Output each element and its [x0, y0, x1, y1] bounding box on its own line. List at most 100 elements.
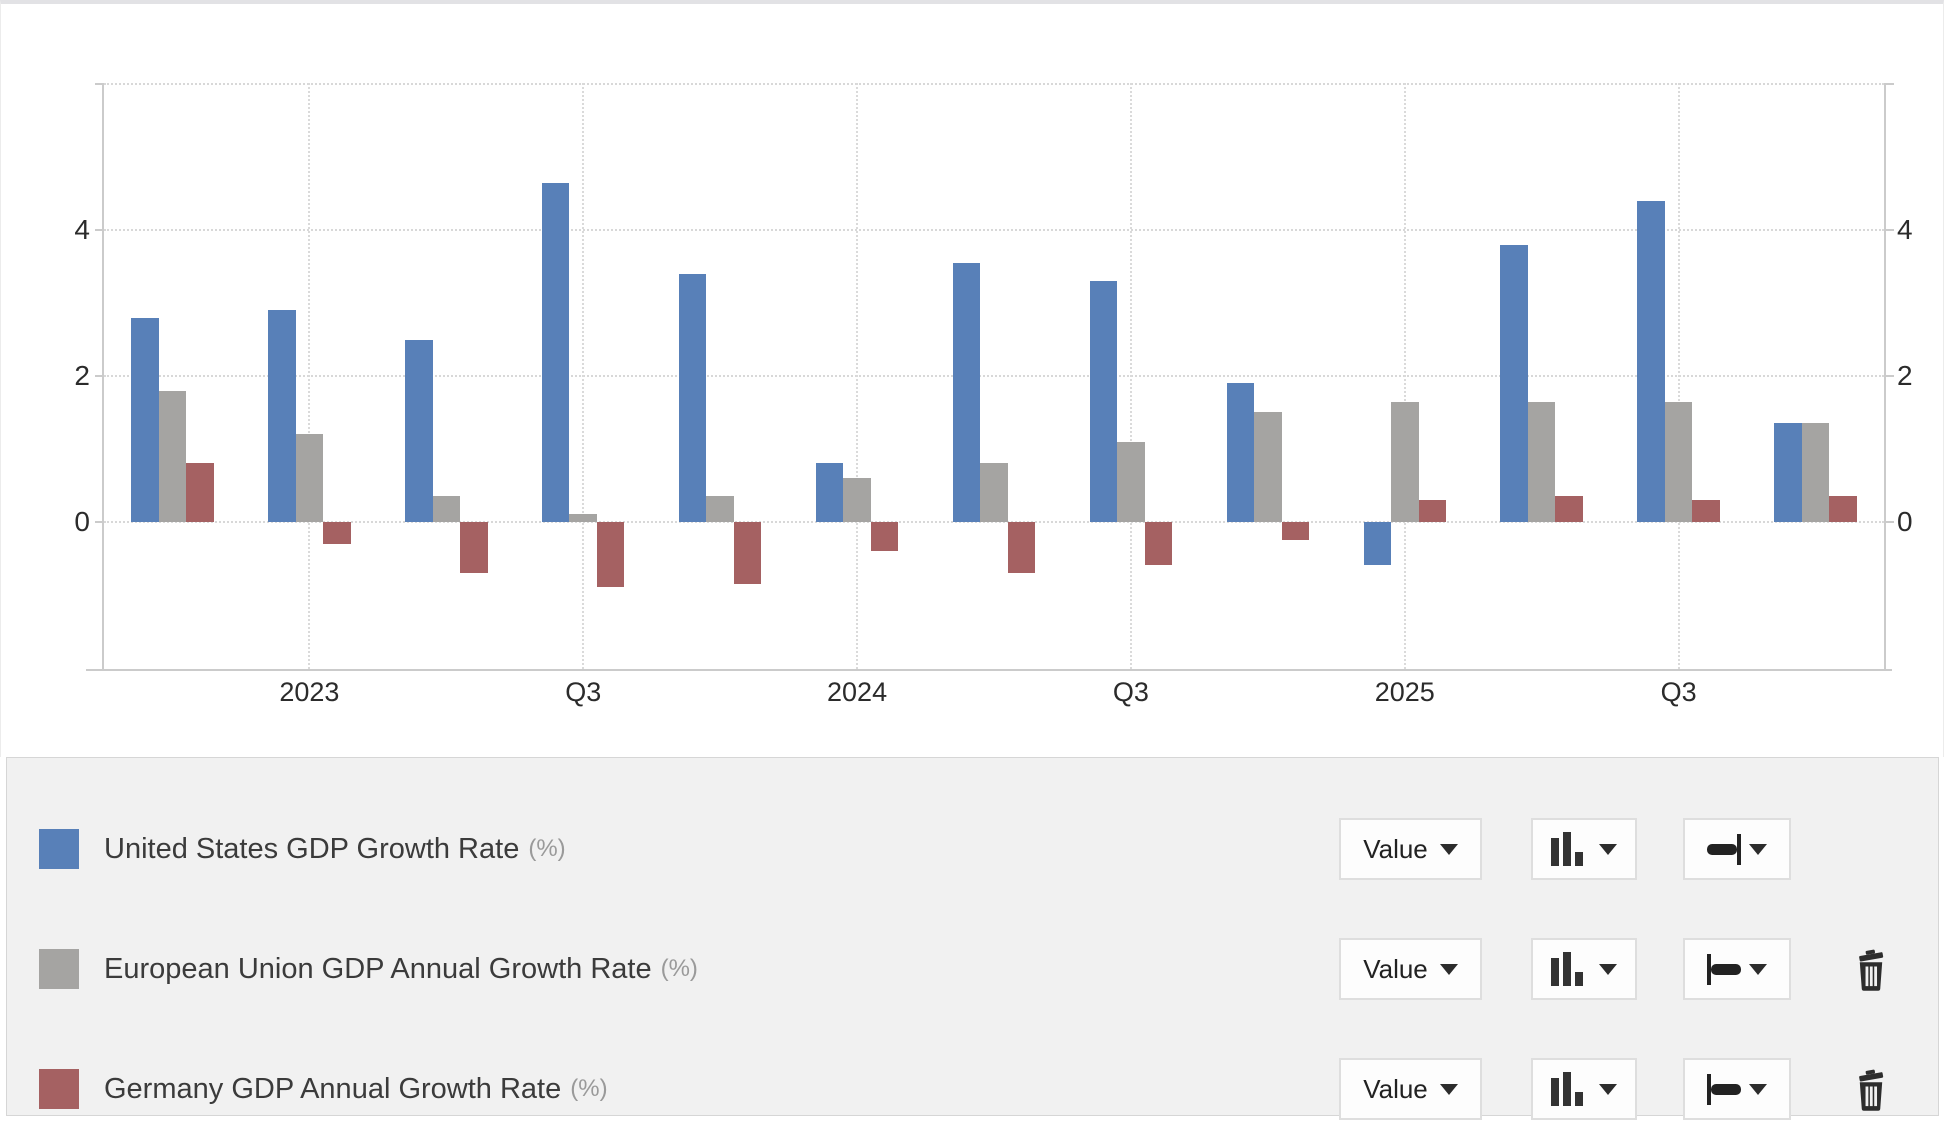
series-label-eu: European Union GDP Annual Growth Rate (%… — [104, 938, 698, 1000]
y-axis-line — [102, 83, 104, 669]
value-dropdown-label: Value — [1363, 953, 1428, 984]
bar-eu-2024-q4 — [1254, 412, 1282, 522]
y-axis-tick — [95, 229, 103, 232]
x-axis-label: 2025 — [1374, 677, 1435, 707]
chart-type-dropdown-eu[interactable] — [1531, 938, 1637, 1000]
chevron-down-icon — [1439, 843, 1458, 855]
series-name: United States GDP Growth Rate — [104, 832, 520, 865]
vertical-gridline — [1403, 83, 1406, 669]
y-axis-tick-right — [1886, 375, 1894, 377]
bar-eu-2023-q1 — [295, 434, 324, 522]
align-dropdown-de[interactable] — [1683, 1058, 1791, 1120]
bar-eu-2023-q3 — [569, 514, 597, 522]
column-chart-icon — [1551, 1072, 1583, 1106]
y-axis-tick — [95, 520, 103, 523]
bar-de-2024-q4 — [1281, 521, 1310, 540]
bar-us-2023-q4 — [678, 273, 707, 522]
y-axis-label: 0 — [74, 505, 90, 537]
series-name: Germany GDP Annual Growth Rate — [104, 1072, 562, 1105]
bar-de-2025-q2 — [1555, 496, 1583, 522]
y-axis-tick — [95, 375, 103, 377]
series-unit: (%) — [660, 955, 698, 982]
bar-de-2023-q2 — [460, 521, 488, 573]
bar-de-2024-q3 — [1144, 521, 1173, 566]
bar-eu-2025-q2 — [1527, 401, 1556, 522]
bar-us-2023-q1 — [268, 310, 296, 522]
bar-eu-2025-q4 — [1801, 423, 1830, 522]
align-left-icon — [1707, 953, 1741, 985]
align-dropdown-eu[interactable] — [1683, 938, 1791, 1000]
bar-eu-2024-q2 — [980, 463, 1008, 522]
bar-us-2024-q4 — [1226, 383, 1255, 522]
chevron-down-icon — [1749, 1083, 1767, 1095]
bar-de-2025-q4 — [1829, 496, 1857, 522]
vertical-gridline — [582, 83, 585, 669]
chart-type-dropdown-de[interactable] — [1531, 1058, 1637, 1120]
chevron-down-icon — [1439, 963, 1458, 975]
delete-series-icon[interactable] — [1854, 1069, 1888, 1111]
align-right-icon — [1707, 833, 1741, 865]
bar-eu-2025-q3 — [1664, 401, 1693, 522]
x-axis-label: 2024 — [827, 677, 888, 707]
chevron-down-icon — [1439, 1083, 1458, 1095]
align-dropdown-us[interactable] — [1683, 818, 1791, 880]
vertical-gridline — [1129, 83, 1132, 669]
y-axis-label-right: 2 — [1897, 360, 1913, 391]
y-axis-label-right: 0 — [1897, 505, 1913, 537]
x-axis-label: Q3 — [565, 677, 602, 707]
chevron-down-icon — [1749, 843, 1767, 855]
value-dropdown-label: Value — [1363, 1073, 1428, 1104]
bar-us-2025-q2 — [1500, 244, 1528, 522]
chevron-down-icon — [1599, 963, 1617, 975]
vertical-gridline — [1677, 83, 1680, 669]
legend-row-european-union: European Union GDP Annual Growth Rate (%… — [7, 938, 1938, 1000]
chart-panel: 0 0 2 2 4 4 2023 Q3 2024 Q3 2025 Q3 — [0, 0, 1944, 757]
value-dropdown-us[interactable]: Value — [1339, 818, 1482, 880]
y-axis-tick — [95, 83, 103, 86]
bar-us-2024-q1 — [815, 463, 844, 522]
y-axis-tick-right — [1886, 520, 1894, 523]
series-color-swatch-us — [39, 829, 79, 869]
bar-eu-2024-q1 — [843, 478, 871, 522]
series-color-swatch-de — [39, 1069, 79, 1109]
series-name: European Union GDP Annual Growth Rate — [104, 952, 652, 985]
bar-chart-plot-area: 0 0 2 2 4 4 2023 Q3 2024 Q3 2025 Q3 — [74, 83, 1913, 707]
y-axis-tick-right — [1886, 229, 1894, 232]
chevron-down-icon — [1749, 963, 1767, 975]
series-label-de: Germany GDP Annual Growth Rate (%) — [104, 1058, 608, 1120]
bar-us-2024-q2 — [952, 263, 981, 522]
bar-eu-2025-q1 — [1391, 401, 1419, 522]
chart-type-dropdown-us[interactable] — [1531, 818, 1637, 880]
bar-us-2024-q3 — [1089, 281, 1118, 522]
bar-de-2023-q1 — [323, 521, 351, 544]
value-dropdown-eu[interactable]: Value — [1339, 938, 1482, 1000]
value-dropdown-de[interactable]: Value — [1339, 1058, 1482, 1120]
x-axis-line — [86, 669, 1892, 671]
value-dropdown-label: Value — [1363, 833, 1428, 864]
legend-panel: United States GDP Growth Rate (%) Value … — [6, 757, 1939, 1120]
y-axis-line-right — [1884, 83, 1886, 669]
bar-eu-2022-q4 — [158, 390, 187, 522]
series-unit: (%) — [528, 835, 566, 862]
horizontal-gridline — [104, 520, 1884, 523]
delete-series-icon[interactable] — [1854, 949, 1888, 991]
bar-us-2025-q1 — [1363, 521, 1392, 566]
bar-de-2022-q4 — [186, 463, 214, 522]
bar-eu-2023-q2 — [432, 496, 461, 522]
y-axis-label: 2 — [74, 360, 90, 391]
chevron-down-icon — [1599, 843, 1617, 855]
bar-de-2023-q4 — [733, 521, 762, 584]
bar-de-2024-q2 — [1007, 521, 1036, 573]
y-axis-label: 4 — [74, 214, 90, 246]
series-color-swatch-eu — [39, 949, 79, 989]
bar-de-2025-q3 — [1692, 499, 1720, 522]
x-axis-label: 2023 — [279, 677, 340, 707]
bar-de-2025-q1 — [1418, 499, 1447, 522]
series-label-us: United States GDP Growth Rate (%) — [104, 818, 566, 880]
column-chart-icon — [1551, 952, 1583, 986]
column-chart-icon — [1551, 832, 1583, 866]
bar-us-2023-q3 — [541, 182, 570, 522]
series-unit: (%) — [570, 1075, 608, 1102]
legend-row-united-states: United States GDP Growth Rate (%) Value — [7, 818, 1938, 880]
bar-de-2023-q3 — [596, 521, 625, 588]
